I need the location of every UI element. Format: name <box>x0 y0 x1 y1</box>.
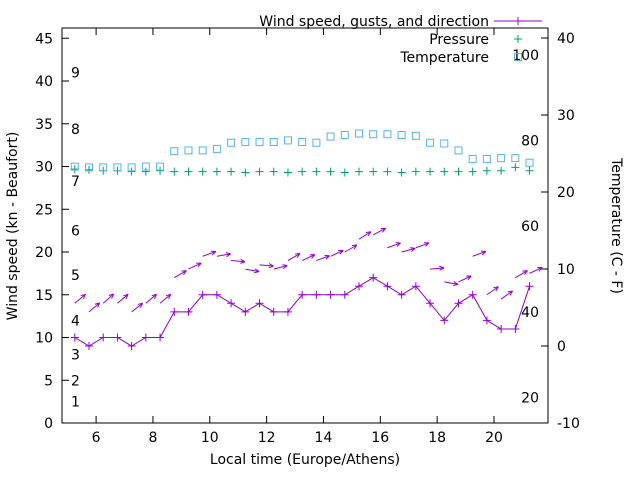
legend: Wind speed, gusts, and direction Pressur… <box>259 14 542 66</box>
plot-area: 6 8 10 12 14 16 18 20051015202530354045-1001020… <box>35 27 580 446</box>
svg-text:10: 10 <box>201 430 219 446</box>
svg-text:10: 10 <box>557 262 575 278</box>
svg-text:25: 25 <box>35 202 53 218</box>
svg-text:20: 20 <box>521 391 539 407</box>
svg-text:-10: -10 <box>557 416 580 432</box>
fahrenheit-scale-labels: 20 40 60 80 100 <box>512 48 539 407</box>
svg-text:16: 16 <box>371 430 389 446</box>
svg-text:18: 18 <box>428 430 446 446</box>
x-axis-title: Local time (Europe/Athens) <box>210 452 400 468</box>
svg-text:9: 9 <box>71 65 80 81</box>
series-wind-speed <box>70 273 534 351</box>
svg-text:14: 14 <box>315 430 333 446</box>
svg-text:45: 45 <box>35 31 53 47</box>
svg-text:15: 15 <box>35 288 53 304</box>
svg-text:0: 0 <box>44 416 53 432</box>
series-temperature <box>70 129 534 172</box>
y-axis-title: Wind speed (kn - Beaufort) <box>5 132 21 321</box>
svg-text:35: 35 <box>35 117 53 133</box>
svg-text:4: 4 <box>71 313 80 329</box>
beaufort-scale-labels: 1 2 3 4 5 6 7 8 9 <box>71 65 80 410</box>
svg-text:8: 8 <box>71 122 80 138</box>
legend-label-temperature: Temperature <box>399 50 489 66</box>
svg-text:12: 12 <box>258 430 276 446</box>
svg-text:0: 0 <box>557 339 566 355</box>
y-axis-ticks: 0 5 10 15 20 25 30 35 40 45 <box>35 31 69 432</box>
svg-text:10: 10 <box>35 331 53 347</box>
svg-text:3: 3 <box>71 348 80 364</box>
svg-text:6: 6 <box>71 224 80 240</box>
svg-text:40: 40 <box>521 305 539 321</box>
svg-text:5: 5 <box>44 373 53 389</box>
svg-text:100: 100 <box>512 48 539 64</box>
svg-text:5: 5 <box>71 268 80 284</box>
svg-text:1: 1 <box>71 395 80 411</box>
svg-text:20: 20 <box>485 430 503 446</box>
svg-text:8: 8 <box>148 430 157 446</box>
svg-text:60: 60 <box>521 219 539 235</box>
svg-text:20: 20 <box>557 185 575 201</box>
svg-text:40: 40 <box>557 31 575 47</box>
svg-text:6: 6 <box>92 430 101 446</box>
y2-axis-title: Temperature (C - F) <box>608 157 624 294</box>
svg-text:7: 7 <box>71 174 80 190</box>
plot-frame <box>61 27 549 424</box>
svg-text:30: 30 <box>557 108 575 124</box>
series-wind-gusts <box>74 227 543 313</box>
svg-text:40: 40 <box>35 74 53 90</box>
y2-axis-ticks: -10 0 10 20 30 40 <box>541 31 580 432</box>
legend-samples <box>494 17 542 61</box>
legend-label-pressure: Pressure <box>429 32 489 48</box>
svg-text:30: 30 <box>35 160 53 176</box>
svg-text:2: 2 <box>71 373 80 389</box>
series-pressure <box>70 163 534 177</box>
legend-label-wind: Wind speed, gusts, and direction <box>259 14 489 30</box>
svg-text:80: 80 <box>521 133 539 149</box>
x-axis-ticks: 6 8 10 12 14 16 18 20 <box>92 28 503 446</box>
svg-text:20: 20 <box>35 245 53 261</box>
